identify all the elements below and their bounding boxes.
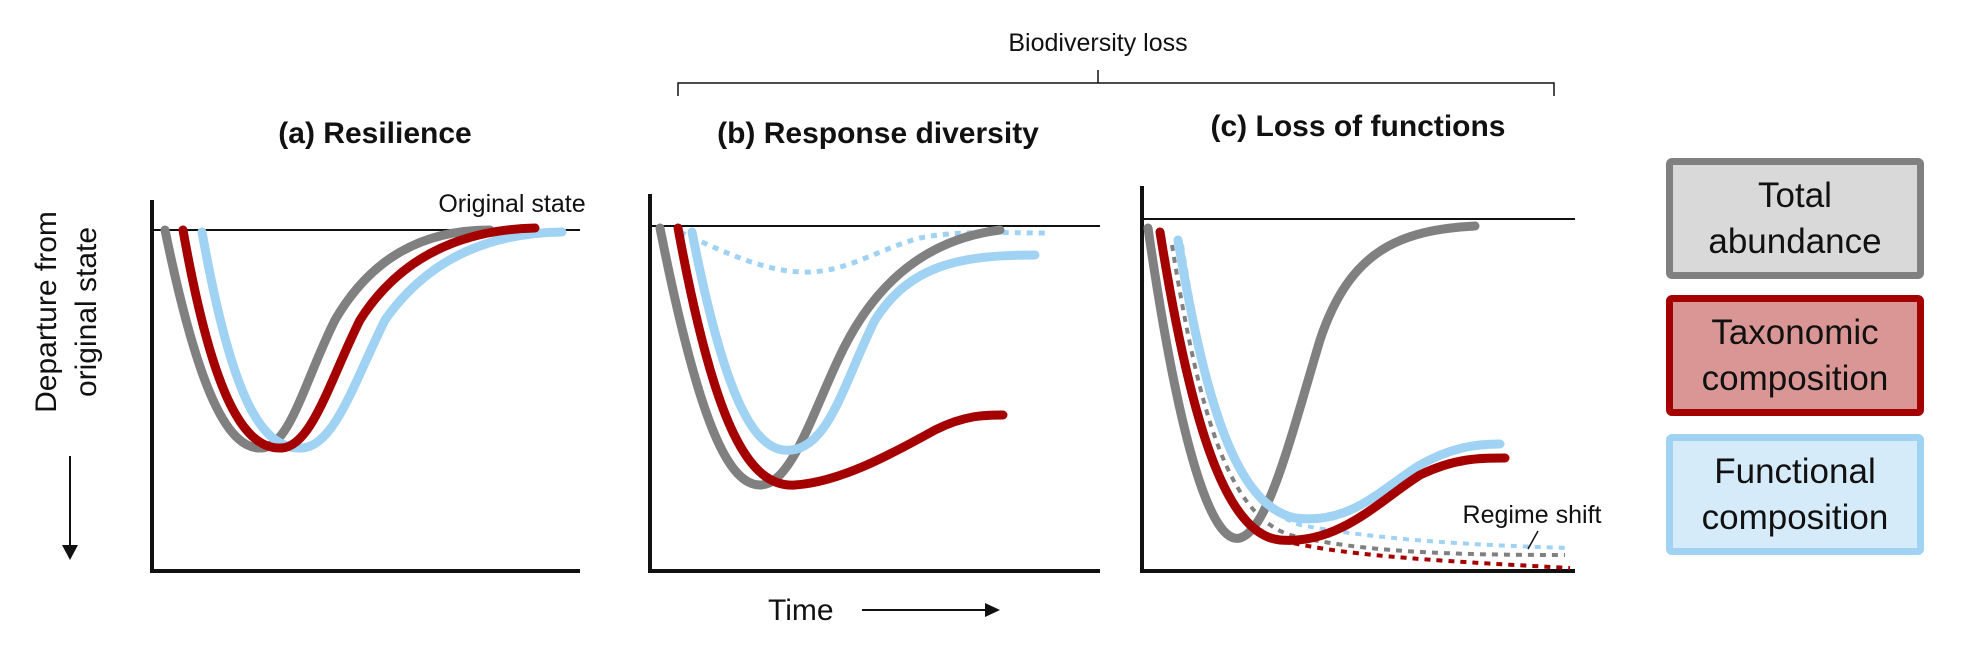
regime-shift-pointer	[1527, 530, 1539, 550]
legend-taxonomic-line2: composition	[1701, 358, 1889, 398]
panel-c-title: (c) Loss of functions	[1211, 110, 1506, 143]
y-axis-title-line2: original state	[70, 227, 103, 397]
panel-c-functional-curve	[1173, 235, 1505, 524]
down-arrow-icon	[62, 545, 78, 560]
panel-b-total-curve	[655, 223, 1005, 490]
y-axis-title: Departure from original state	[30, 211, 103, 560]
biodiversity-loss-label: Biodiversity loss	[1008, 29, 1187, 57]
panel-a-taxonomic-curve	[178, 223, 540, 453]
panel-c-total-curve	[1143, 221, 1480, 543]
legend-taxonomic-composition: Taxonomic composition	[1666, 295, 1924, 416]
panel-c: (c) Loss of functions Regime shift	[1140, 110, 1602, 573]
panel-a-axes	[150, 200, 580, 573]
panel-b-functional-curve	[687, 227, 1040, 455]
biodiversity-loss-bracket: Biodiversity loss	[677, 29, 1555, 96]
legend-functional-composition: Functional composition	[1666, 434, 1924, 555]
bracket-line	[677, 70, 1555, 96]
panel-b: (b) Response diversity Time	[648, 117, 1100, 627]
panel-c-total-dotted-curve	[1170, 244, 1566, 557]
panel-c-taxonomic-curve	[1155, 227, 1510, 545]
panel-b-axes	[648, 194, 1100, 573]
panel-c-axes	[1140, 186, 1575, 573]
legend-total-abundance: Total abundance	[1666, 158, 1924, 279]
panel-a: (a) Resilience Original state	[150, 117, 586, 573]
panel-b-title: (b) Response diversity	[717, 117, 1039, 150]
panel-b-taxonomic-curve	[673, 223, 1008, 490]
legend-taxonomic-line1: Taxonomic	[1711, 312, 1879, 352]
legend-total-line1: Total	[1758, 175, 1832, 215]
panel-b-functional-dotted-curve	[678, 229, 1049, 275]
legend-functional-line1: Functional	[1714, 451, 1876, 491]
right-arrow-icon	[985, 603, 1000, 617]
y-axis-title-line1: Departure from	[30, 211, 63, 413]
panel-a-total-curve	[160, 225, 495, 453]
regime-shift-label: Regime shift	[1463, 501, 1602, 529]
x-axis-title: Time	[768, 594, 834, 627]
panel-a-functional-curve	[197, 227, 567, 453]
legend-functional-line2: composition	[1701, 497, 1889, 537]
panel-a-title: (a) Resilience	[278, 117, 471, 150]
original-state-label: Original state	[438, 190, 585, 218]
legend-total-line2: abundance	[1708, 221, 1882, 261]
